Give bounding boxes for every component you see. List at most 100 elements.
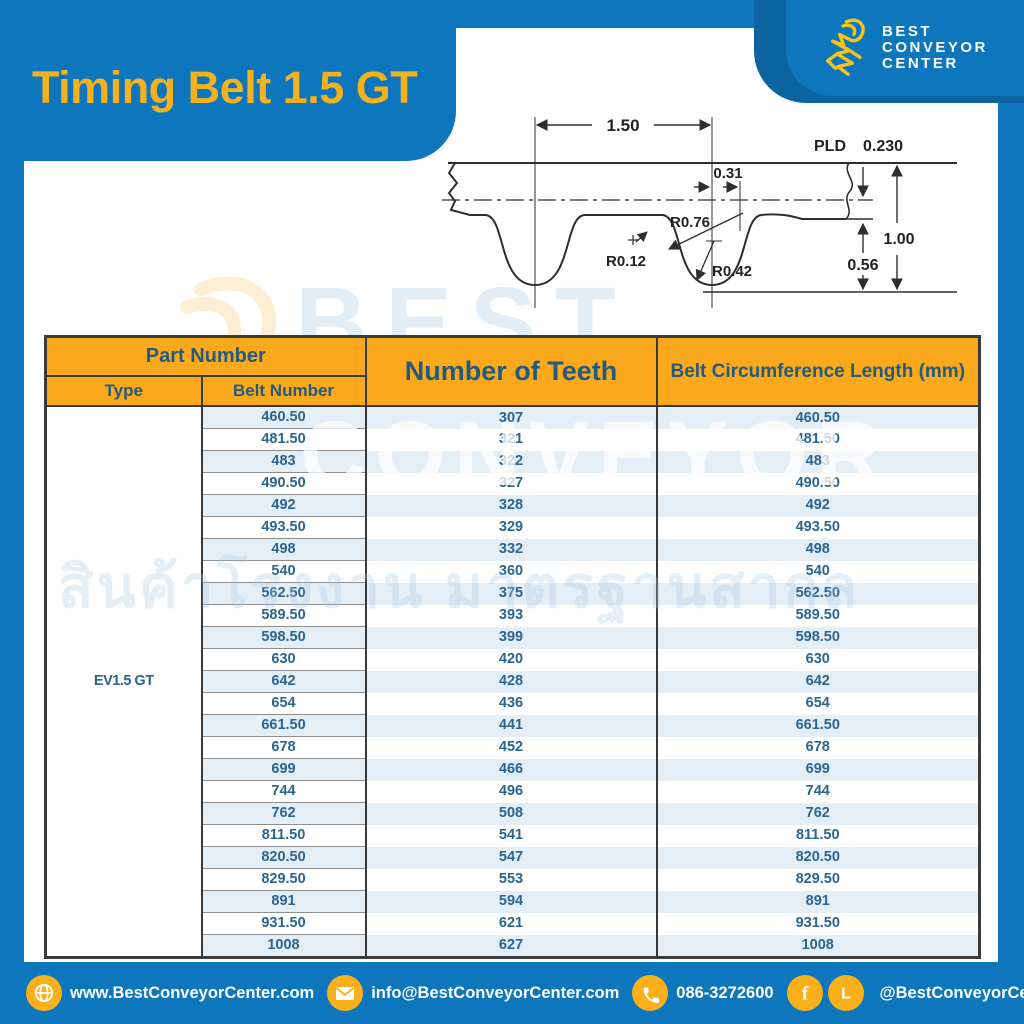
belt-spec-table: Part Number Number of Teeth Belt Circumf… [44,335,981,959]
circumference-cell: 540 [656,560,980,583]
circumference-cell: 699 [656,758,980,781]
footer-phone-text: 086-3272600 [676,983,774,1002]
belt-number-cell: 492 [201,494,367,517]
table-row: 540 360 540 [46,560,980,583]
circumference-cell: 562.50 [656,582,980,605]
circumference-cell: 762 [656,802,980,825]
brand-logo: BEST CONVEYOR CENTER [786,0,1024,96]
teeth-cell: 329 [365,516,658,539]
brand-line-3: CENTER [882,55,959,72]
footer-email-text: info@BestConveyorCenter.com [371,983,620,1002]
svg-text:f: f [801,984,808,1005]
circumference-cell: 661.50 [656,714,980,737]
radius-tip-label: R0.12 [606,253,646,270]
frame-right-band [998,0,1024,962]
footer-social: @BestConveyorCenter [880,984,1024,1003]
circumference-cell: 931.50 [656,912,980,935]
teeth-cell: 321 [365,428,658,451]
circumference-cell: 493.50 [656,516,980,539]
teeth-cell: 428 [365,670,658,693]
table-row: 589.50 393 589.50 [46,604,980,627]
teeth-cell: 621 [365,912,658,935]
circumference-cell: 460.50 [656,406,980,429]
belt-number-cell: 562.50 [201,582,367,605]
table-row: 490.50 327 490.50 [46,472,980,495]
teeth-cell: 393 [365,604,658,627]
circumference-cell: 598.50 [656,626,980,649]
footer-bar: www.BestConveyorCenter.com info@BestConv… [0,962,1024,1024]
radius-root-label: R0.42 [712,263,752,280]
table-row: 492 328 492 [46,494,980,517]
teeth-cell: 594 [365,890,658,913]
table-row: 598.50 399 598.50 [46,626,980,649]
circumference-cell: 589.50 [656,604,980,627]
belt-number-cell: 762 [201,802,367,825]
circumference-cell: 654 [656,692,980,715]
teeth-cell: 327 [365,472,658,495]
footer-facebook: f L [786,975,872,1011]
table-row: 762 508 762 [46,802,980,825]
belt-number-cell: 490.50 [201,472,367,495]
line-icon: L [827,975,864,1011]
belt-number-cell: 891 [201,890,367,913]
belt-number-cell: 589.50 [201,604,367,627]
table-row: 562.50 375 562.50 [46,582,980,605]
belt-number-cell: 820.50 [201,846,367,869]
table-row: 744 496 744 [46,780,980,803]
belt-table-body: EV1.5 GT 460.50 307 460.50 481.50 321 481.50 48… [45,405,980,958]
goat-logo-icon [826,18,865,76]
teeth-cell: 541 [365,824,658,847]
belt-number-cell: 1008 [201,934,367,958]
table-row: 493.50 329 493.50 [46,516,980,539]
teeth-cell: 553 [365,868,658,891]
page-title: Timing Belt 1.5 GT [32,62,418,113]
belt-number-cell: 460.50 [201,405,367,429]
dim-pitch-label: 1.50 [606,116,639,135]
dim-offset-label: 0.31 [713,165,742,182]
header-number-of-teeth: Number of Teeth [364,335,658,407]
footer-social-text: @BestConveyorCenter [879,983,1024,1002]
circumference-cell: 811.50 [656,824,980,847]
table-row: 829.50 553 829.50 [46,868,980,891]
table-row: 678 452 678 [46,736,980,759]
table-row: 481.50 321 481.50 [46,428,980,451]
belt-number-cell: 678 [201,736,367,759]
teeth-cell: 466 [365,758,658,781]
belt-number-cell: 661.50 [201,714,367,737]
teeth-cell: 332 [365,538,658,561]
type-cell: EV1.5 GT [45,406,203,958]
belt-number-cell: 540 [201,560,367,583]
table-row: 483 322 483 [46,450,980,473]
circumference-cell: 490.50 [656,472,980,495]
circumference-cell: 829.50 [656,868,980,891]
teeth-cell: 399 [365,626,658,649]
phone-icon [632,975,669,1011]
title-block: Timing Belt 1.5 GT [0,0,456,161]
header-belt-circumference: Belt Circumference Length (mm) [655,335,981,407]
brand-line-2: CONVEYOR [882,39,988,56]
footer-website: www.BestConveyorCenter.com [26,975,314,1011]
table-row: 642 428 642 [46,670,980,693]
header-belt-number: Belt Number [200,375,367,407]
globe-icon [26,975,62,1011]
table-row: 630 420 630 [46,648,980,671]
circumference-cell: 481.50 [656,428,980,451]
svg-text:L: L [841,986,851,1003]
table-row: 699 466 699 [46,758,980,781]
dim-height-label: 1.00 [883,231,914,248]
teeth-cell: 436 [365,692,658,715]
belt-number-cell: 481.50 [201,428,367,451]
table-row: 811.50 541 811.50 [46,824,980,847]
table-row: 931.50 621 931.50 [46,912,980,935]
circumference-cell: 498 [656,538,980,561]
circumference-cell: 744 [656,780,980,803]
belt-number-cell: 654 [201,692,367,715]
teeth-cell: 360 [365,560,658,583]
footer-phone: 086-3272600 [632,975,774,1011]
circumference-cell: 642 [656,670,980,693]
envelope-icon [327,975,364,1011]
pld-value-label: 0.230 [863,138,903,155]
circumference-cell: 483 [656,450,980,473]
teeth-cell: 441 [365,714,658,737]
teeth-cell: 496 [365,780,658,803]
